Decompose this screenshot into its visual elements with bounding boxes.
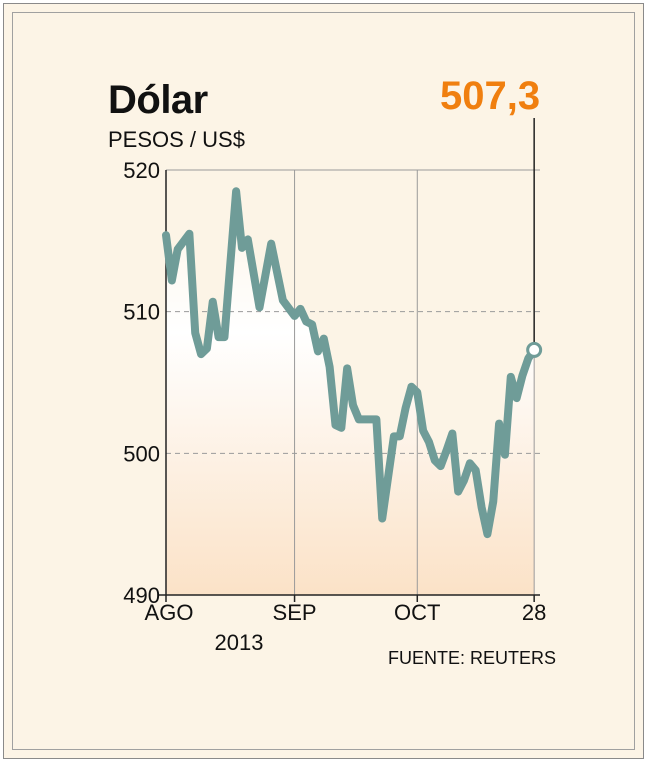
- chart-inner-border: [12, 12, 635, 750]
- y-tick-label-520: 520: [123, 158, 160, 183]
- chart-subtitle: PESOS / US$: [108, 127, 245, 152]
- chart-title: Dólar: [108, 78, 208, 122]
- last-point-marker: [526, 341, 543, 358]
- y-tick-label-510: 510: [123, 300, 160, 325]
- current-value-label: 507,3: [440, 74, 541, 118]
- series-layer: [162, 118, 543, 539]
- x-tick-label-28: 28: [522, 600, 546, 625]
- series-line: [162, 187, 539, 539]
- y-tick-label-490: 490: [123, 583, 160, 608]
- y-tick-label-500: 500: [123, 441, 160, 466]
- x-tick-label-oct: OCT: [394, 600, 440, 625]
- x-tick-label-ago: AGO: [145, 600, 194, 625]
- source-label: FUENTE: REUTERS: [388, 648, 557, 668]
- year-label: 2013: [215, 630, 264, 655]
- x-tick-label-sep: SEP: [273, 600, 317, 625]
